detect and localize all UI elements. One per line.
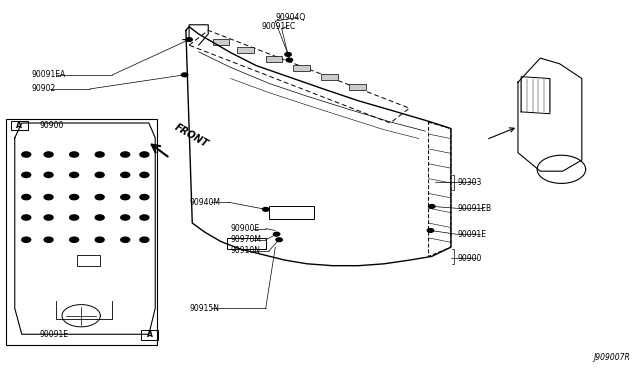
Circle shape: [428, 229, 434, 232]
Text: 90303: 90303: [458, 178, 482, 187]
Circle shape: [22, 237, 31, 242]
Circle shape: [121, 152, 130, 157]
Text: 90091E: 90091E: [39, 330, 68, 340]
Text: 90091E: 90091E: [458, 230, 486, 239]
Text: 90904Q: 90904Q: [275, 13, 305, 22]
Circle shape: [22, 172, 31, 177]
Circle shape: [44, 237, 53, 242]
Circle shape: [22, 195, 31, 200]
Circle shape: [140, 215, 149, 220]
Circle shape: [286, 58, 292, 62]
Circle shape: [70, 237, 79, 242]
Text: 90091EA: 90091EA: [31, 70, 65, 79]
Text: 90902: 90902: [31, 84, 56, 93]
Bar: [321, 74, 338, 80]
Circle shape: [273, 232, 280, 236]
Bar: [237, 47, 253, 53]
Text: 90091EC: 90091EC: [261, 22, 296, 31]
Bar: [6, 119, 157, 345]
Circle shape: [121, 237, 130, 242]
Bar: [11, 121, 28, 131]
Circle shape: [140, 237, 149, 242]
Text: 90910N: 90910N: [230, 246, 260, 255]
Bar: [227, 238, 266, 249]
Circle shape: [22, 152, 31, 157]
Circle shape: [181, 73, 188, 77]
Text: FRONT: FRONT: [173, 122, 211, 150]
Circle shape: [140, 152, 149, 157]
Bar: [212, 39, 229, 45]
Circle shape: [140, 195, 149, 200]
Bar: [77, 254, 100, 266]
Text: 90900: 90900: [458, 254, 482, 263]
Circle shape: [429, 205, 435, 208]
Circle shape: [140, 172, 149, 177]
Text: 90970M: 90970M: [230, 235, 262, 244]
Circle shape: [70, 215, 79, 220]
Circle shape: [70, 172, 79, 177]
Text: A: A: [147, 330, 152, 340]
Circle shape: [95, 215, 104, 220]
Circle shape: [186, 38, 192, 41]
Circle shape: [44, 215, 53, 220]
Circle shape: [276, 238, 282, 241]
Circle shape: [285, 52, 291, 56]
Bar: [349, 84, 366, 90]
Text: 90915N: 90915N: [189, 304, 219, 313]
Bar: [266, 56, 282, 62]
Circle shape: [262, 208, 269, 211]
Circle shape: [70, 152, 79, 157]
Circle shape: [95, 195, 104, 200]
Circle shape: [95, 237, 104, 242]
Circle shape: [44, 172, 53, 177]
Circle shape: [121, 172, 130, 177]
Text: A: A: [16, 121, 22, 130]
Circle shape: [70, 195, 79, 200]
Text: J909007R: J909007R: [593, 353, 630, 362]
Circle shape: [121, 195, 130, 200]
Bar: [269, 206, 314, 219]
Circle shape: [121, 215, 130, 220]
Circle shape: [44, 152, 53, 157]
Bar: [141, 330, 158, 340]
Bar: [293, 65, 310, 71]
Circle shape: [95, 152, 104, 157]
Text: 90900E: 90900E: [230, 224, 260, 233]
Circle shape: [44, 195, 53, 200]
Circle shape: [95, 172, 104, 177]
Text: 90940M: 90940M: [189, 198, 220, 207]
Circle shape: [22, 215, 31, 220]
Text: 90900: 90900: [39, 121, 63, 130]
Text: 90091EB: 90091EB: [458, 204, 492, 213]
